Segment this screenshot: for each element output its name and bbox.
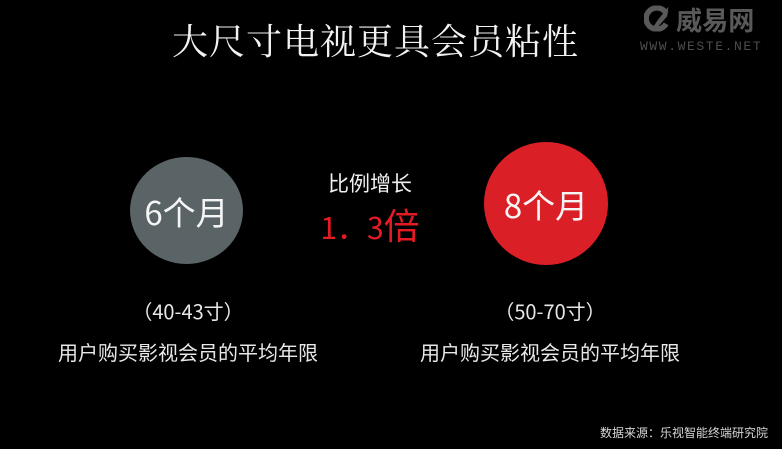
svg-text:威易网: 威易网 xyxy=(676,4,754,38)
